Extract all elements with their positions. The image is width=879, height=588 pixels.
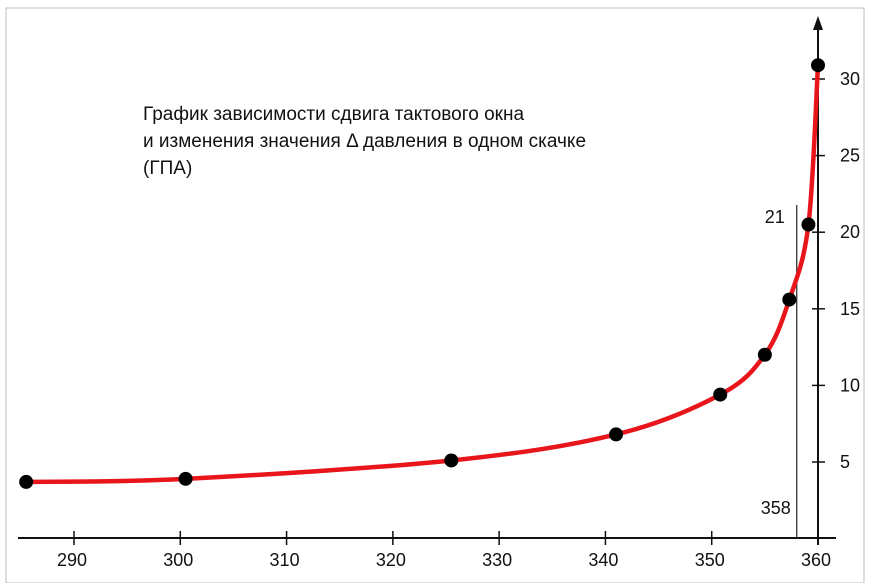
y-tick-label: 30 [840,69,860,89]
data-point [713,387,728,402]
x-tick-label: 320 [376,550,406,570]
title-line-3: (ГПА) [143,158,192,179]
data-point [801,217,816,232]
x-ticks: 290 300 310 320 330 340 350 360 [57,531,831,570]
y-tick-label: 20 [840,222,860,242]
data-point [609,427,624,442]
annotation-markers: 358 21 [761,205,798,538]
x-tick-label: 350 [695,550,725,570]
data-point [178,471,193,486]
x-tick-label: 360 [801,550,831,570]
x-tick-label: 290 [57,550,87,570]
data-points [19,58,825,489]
data-point [757,347,772,362]
data-point [811,58,825,73]
x-tick-label: 310 [270,550,300,570]
axes [18,16,836,545]
x-tick-label: 330 [482,550,512,570]
title-line-2: и изменения значения Δ давления в одном … [143,131,586,152]
data-point [782,292,797,307]
chart-title: График зависимости сдвига тактового окна… [143,104,586,179]
title-line-1: График зависимости сдвига тактового окна [143,104,524,125]
data-point [444,453,459,468]
series-curve [23,62,821,485]
y-tick-label: 5 [840,452,850,472]
x-tick-label: 340 [588,550,618,570]
y-tick-label: 25 [840,146,860,166]
marker-y-label: 21 [765,207,785,227]
plot-background [5,7,865,584]
x-tick-label: 300 [163,550,193,570]
y-axis-arrow [813,16,823,30]
y-tick-label: 10 [840,375,860,395]
y-tick-label: 15 [840,299,860,319]
series-line [23,62,821,485]
marker-x-label: 358 [761,498,791,518]
data-point [19,474,34,489]
